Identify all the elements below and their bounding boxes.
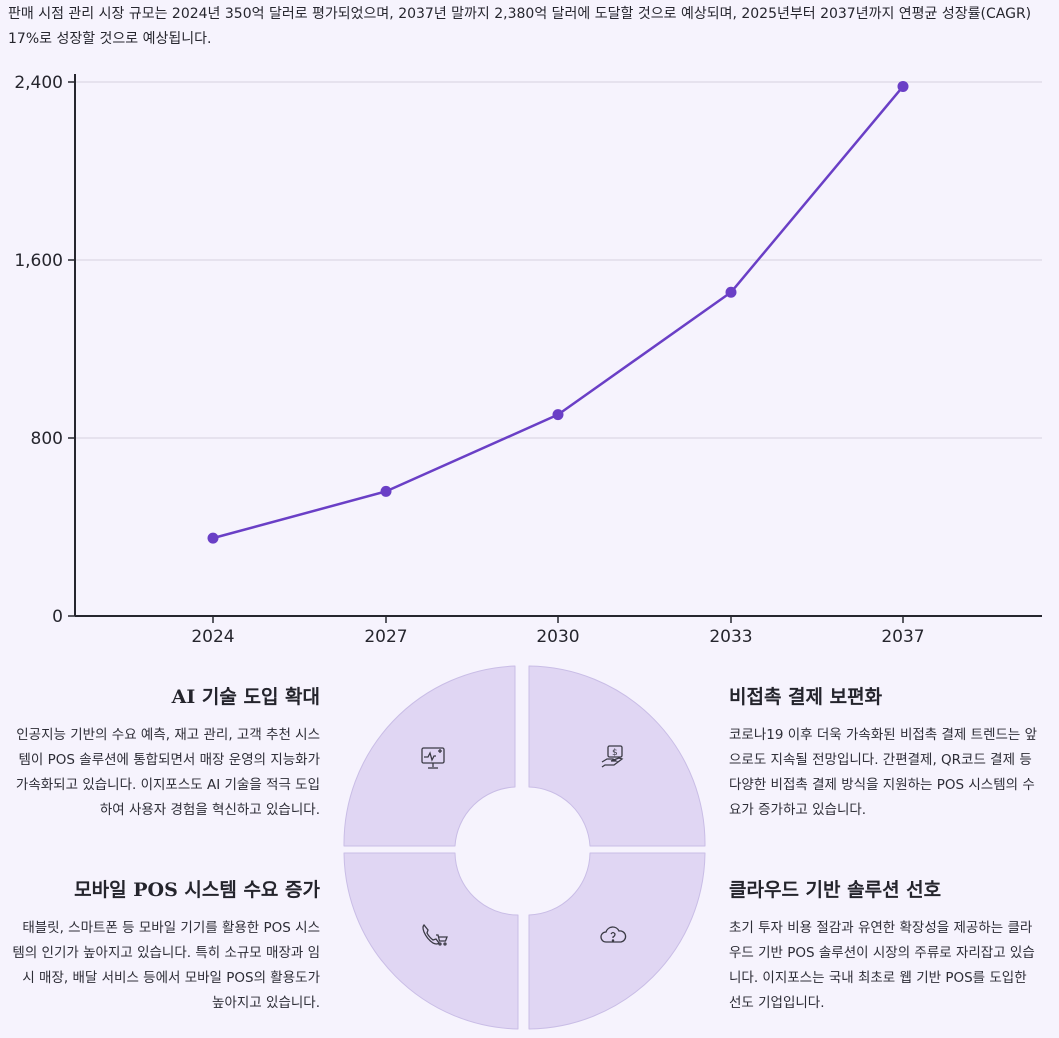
- monitor-health-icon: [421, 747, 445, 769]
- phone-cart-icon: [422, 924, 448, 946]
- feature-title: 비접촉 결제 보편화: [729, 686, 883, 708]
- chart-axes: [68, 74, 1042, 623]
- feature-body: 인공지능 기반의 수요 예측, 재고 관리, 고객 추천 시스템이 POS 솔루…: [15, 727, 320, 818]
- y-tick-label: 2,400: [14, 73, 63, 93]
- feature-cloud-solution: 클라우드 기반 솔루션 선호 초기 투자 비용 절감과 유연한 확장성을 제공하…: [729, 875, 1039, 1016]
- feature-body: 초기 투자 비용 절감과 유연한 확장성을 제공하는 클라우드 기반 POS 솔…: [729, 920, 1035, 1011]
- market-size-line-chart: 0 800 1,600 2,400 2024 2027 2030 2033 2037: [14, 73, 1042, 647]
- x-tick-label: 2024: [191, 627, 234, 647]
- x-axis-tick-labels: 2024 2027 2030 2033 2037: [191, 627, 924, 647]
- x-tick-label: 2033: [709, 627, 752, 647]
- hand-money-icon: $: [601, 745, 624, 768]
- feature-body: 태블릿, 스마트폰 등 모바일 기기를 활용한 POS 시스템의 인기가 높아지…: [12, 920, 320, 1011]
- chart-series: [207, 80, 909, 544]
- feature-ai-adoption: AI 기술 도입 확대 인공지능 기반의 수요 예측, 재고 관리, 고객 추천…: [10, 682, 320, 823]
- x-tick-label: 2030: [536, 627, 579, 647]
- series-line: [212, 85, 904, 540]
- intro-paragraph: 판매 시점 관리 시장 규모는 2024년 350억 달러로 평가되었으며, 2…: [8, 6, 1032, 47]
- x-tick-label: 2037: [881, 627, 924, 647]
- ring-segment-contactless: [528, 665, 706, 847]
- y-axis-tick-labels: 0 800 1,600 2,400: [14, 73, 63, 627]
- x-tick-label: 2027: [364, 627, 407, 647]
- data-point: [725, 286, 737, 298]
- feature-title: 클라우드 기반 솔루션 선호: [729, 879, 942, 901]
- ring-segment-cloud: [528, 852, 706, 1030]
- chart-gridlines: [75, 81, 1042, 439]
- data-point: [207, 532, 219, 544]
- data-point: [897, 80, 909, 92]
- y-tick-label: 800: [31, 429, 63, 449]
- y-tick-label: 0: [52, 607, 63, 627]
- feature-title: 모바일 POS 시스템 수요 증가: [74, 879, 320, 901]
- data-point: [552, 409, 564, 421]
- data-point: [380, 485, 392, 497]
- svg-text:$: $: [612, 748, 618, 758]
- feature-mobile-pos: 모바일 POS 시스템 수요 증가 태블릿, 스마트폰 등 모바일 기기를 활용…: [10, 875, 320, 1016]
- feature-contactless-payment: 비접촉 결제 보편화 코로나19 이후 더욱 가속화된 비접촉 결제 트렌드는 …: [729, 682, 1039, 823]
- feature-body: 코로나19 이후 더욱 가속화된 비접촉 결제 트렌드는 앞으로도 지속될 전망…: [729, 727, 1038, 818]
- y-tick-label: 1,600: [14, 251, 63, 271]
- ring-segment-ai: [343, 665, 516, 847]
- trend-ring-diagram: $: [343, 665, 706, 1030]
- feature-title: AI 기술 도입 확대: [171, 686, 320, 708]
- cloud-question-icon: [600, 926, 627, 943]
